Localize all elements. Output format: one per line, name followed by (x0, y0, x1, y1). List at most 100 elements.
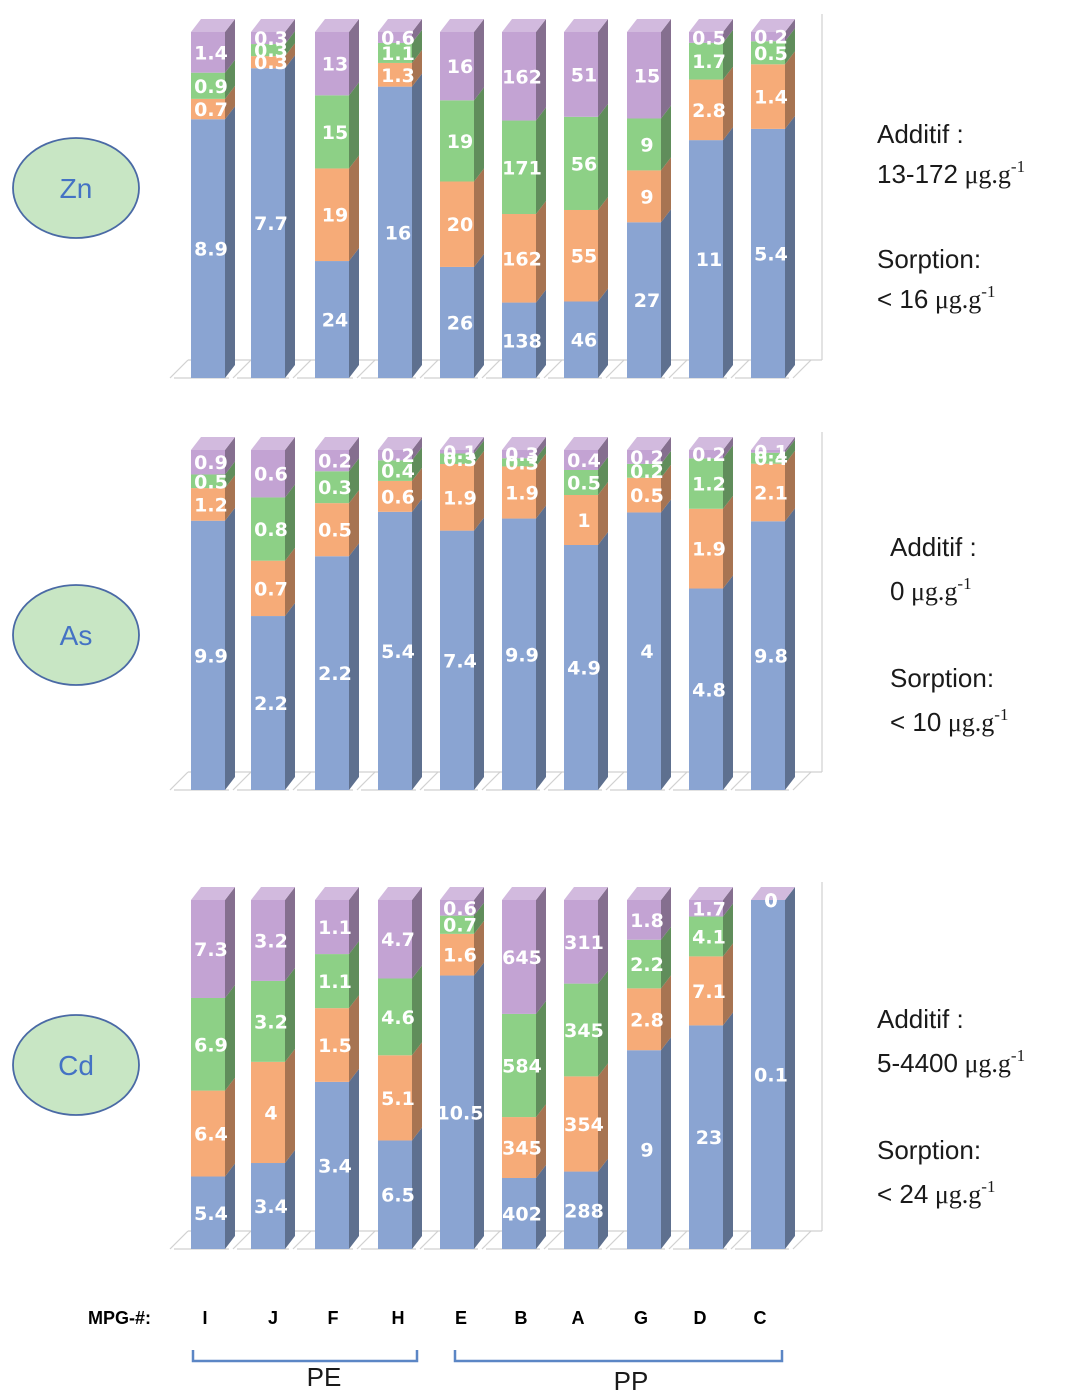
bar-segment-A-4 (564, 900, 598, 984)
bar-segment-B-4 (502, 450, 536, 459)
bar-segment-H-3 (378, 42, 412, 63)
floor-tick (481, 1230, 501, 1250)
data-label-I-1: 5.4 (194, 1203, 228, 1225)
bar-segment-E-2 (440, 181, 474, 267)
bar-side-F-1 (349, 1068, 359, 1249)
group-label-pp: PP (614, 1366, 649, 1394)
data-label-J-4: 3.2 (254, 930, 288, 952)
bar-segment-G-1 (627, 512, 661, 790)
bar-segment-A-3 (564, 983, 598, 1077)
bar-segment-G-4 (627, 900, 661, 940)
bar-segment-F-2 (315, 503, 349, 557)
bar-top-I (191, 887, 235, 900)
bar-side-F-4 (349, 437, 359, 472)
sorption-value: < 24 μg.g-1 (877, 1177, 995, 1209)
bar-segment-A-4 (564, 450, 598, 470)
bar-side-C-1 (785, 508, 795, 790)
panel-as: 9.91.20.50.92.20.70.80.62.20.50.30.25.40… (12, 432, 1008, 791)
data-label-A-2: 1 (577, 510, 590, 532)
bar-B: 402 345 584 645 (502, 887, 546, 1249)
bar-segment-B-1 (502, 518, 536, 790)
bar-side-D-4 (723, 887, 733, 917)
bar-segment-E-4 (440, 32, 474, 101)
data-label-G-1: 27 (634, 290, 660, 312)
category-label-H: H (392, 1308, 405, 1328)
additif-value: 0 μg.g-1 (890, 574, 972, 606)
data-label-A-3: 0.5 (567, 473, 601, 495)
data-label-H-2: 0.6 (381, 486, 415, 508)
bar-segment-I-4 (191, 32, 225, 73)
data-label-D-3: 1.2 (692, 474, 726, 496)
bar-segment-I-1 (191, 1176, 225, 1249)
category-axis: MPG-#: I J F H E B A G D C (88, 1308, 767, 1328)
bar-segment-I-1 (191, 520, 225, 790)
data-label-F-3: 0.3 (318, 477, 352, 499)
bar-segment-C-1 (751, 900, 785, 1249)
element-badge-zn: Zn (12, 137, 140, 239)
bar-segment-G-3 (627, 463, 661, 478)
data-label-F-3: 15 (322, 122, 348, 144)
bar-side-G-2 (661, 464, 671, 513)
bar-segment-B-4 (502, 32, 536, 121)
bar-side-F-3 (349, 82, 359, 169)
bar-side-I-1 (225, 106, 235, 378)
bar-D: 11 2.8 1.70.5 (689, 19, 733, 378)
data-label-C-4: 0.1 (754, 441, 788, 463)
bar-segment-I-4 (191, 450, 225, 475)
bar-top-B (502, 19, 546, 32)
floor-tick (356, 359, 376, 379)
badge-ellipse (12, 584, 140, 686)
bar-side-A-4 (598, 887, 608, 984)
bar-side-J-2 (285, 547, 295, 617)
bar-side-D-4 (723, 19, 733, 43)
category-label-F: F (328, 1308, 339, 1328)
data-label-H-1: 16 (385, 222, 411, 244)
bar-side-B-3 (536, 107, 546, 215)
data-label-G-2: 0.5 (630, 485, 664, 507)
floor-tick (232, 771, 252, 791)
chart-panels: 8.90.70.91.47.70.30.30.324191513161.31.1… (12, 14, 1025, 1250)
bar-top-G (627, 887, 671, 900)
bar-D: 23 7.1 4.1 1.7 (689, 887, 733, 1249)
bar-E: 10.5 1.6 0.70.6 (437, 887, 484, 1249)
additif-label: Additif : (877, 119, 964, 149)
bar-H: 16 1.31.10.6 (378, 19, 422, 378)
additif-value: 5-4400 μg.g-1 (877, 1046, 1025, 1078)
bar-H: 6.5 5.1 4.6 4.7 (378, 887, 422, 1249)
bar-side-A-2 (598, 1063, 608, 1172)
data-label-F-4: 0.2 (318, 451, 352, 473)
bar-segment-D-4 (689, 900, 723, 917)
bar-side-G-1 (661, 499, 671, 790)
annotation-as: Additif : 0 μg.g-1 Sorption: < 10 μg.g-1 (890, 532, 1008, 737)
bar-side-B-2 (536, 453, 546, 519)
bar-top-A (564, 19, 608, 32)
bar-side-J-4 (285, 437, 295, 498)
bar-J: 7.7 0.30.30.3 (251, 19, 295, 379)
bar-segment-C-3 (751, 41, 785, 65)
bar-side-D-2 (723, 66, 733, 141)
floor-tick (605, 1230, 625, 1250)
bar-side-C-1 (785, 115, 795, 378)
bar-side-A-1 (598, 532, 608, 790)
bar-top-G (627, 437, 671, 450)
bar-side-G-1 (661, 209, 671, 378)
bar-segment-J-3 (251, 44, 285, 57)
bar-side-G-4 (661, 437, 671, 464)
bar-segment-H-3 (378, 460, 412, 481)
floor-tick (292, 771, 312, 791)
bar-side-E-4 (474, 887, 484, 916)
bar-segment-D-4 (689, 450, 723, 459)
bar-side-E-4 (474, 437, 484, 454)
data-label-A-4: 311 (564, 932, 604, 954)
bar-side-H-4 (412, 437, 422, 461)
bar-segment-C-1 (751, 128, 785, 378)
bar-side-C-1 (785, 887, 795, 1249)
data-label-I-3: 0.9 (194, 76, 228, 98)
bar-segment-J-4 (251, 450, 285, 498)
bar-segment-A-3 (564, 470, 598, 495)
floor-tick (605, 771, 625, 791)
bar-segment-F-2 (315, 168, 349, 262)
floor-tick (419, 1230, 439, 1250)
data-label-C-3: 0 (764, 890, 777, 912)
bar-A: 4.9 1 0.50.4 (564, 437, 608, 790)
